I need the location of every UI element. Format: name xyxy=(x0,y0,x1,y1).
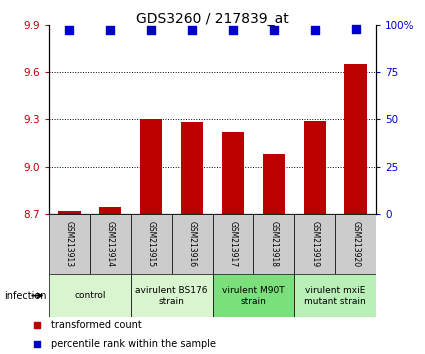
Bar xyxy=(49,274,131,317)
Text: avirulent BS176
strain: avirulent BS176 strain xyxy=(135,286,208,306)
Text: percentile rank within the sample: percentile rank within the sample xyxy=(51,339,215,349)
Point xyxy=(312,28,318,33)
Point xyxy=(352,26,359,32)
Bar xyxy=(212,274,294,317)
Bar xyxy=(263,154,285,214)
Text: GDS3260 / 217839_at: GDS3260 / 217839_at xyxy=(136,12,289,27)
Text: GSM213913: GSM213913 xyxy=(65,221,74,267)
Text: transformed count: transformed count xyxy=(51,320,142,330)
Bar xyxy=(131,274,212,317)
Point xyxy=(107,28,113,33)
Text: infection: infection xyxy=(4,291,47,301)
Text: GSM213917: GSM213917 xyxy=(229,221,238,267)
Bar xyxy=(181,122,203,214)
Text: virulent M90T
strain: virulent M90T strain xyxy=(222,286,285,306)
Bar xyxy=(344,64,367,214)
Point xyxy=(189,28,196,33)
Point xyxy=(66,28,73,33)
Bar xyxy=(99,207,122,214)
Point xyxy=(270,28,277,33)
Bar xyxy=(131,214,172,274)
Bar xyxy=(172,214,212,274)
Bar xyxy=(90,214,131,274)
Text: GSM213916: GSM213916 xyxy=(187,221,196,267)
Bar xyxy=(49,214,90,274)
Bar xyxy=(294,274,376,317)
Point xyxy=(34,322,40,327)
Bar xyxy=(253,214,294,274)
Bar xyxy=(222,132,244,214)
Point xyxy=(230,28,236,33)
Text: GSM213920: GSM213920 xyxy=(351,221,360,267)
Text: GSM213918: GSM213918 xyxy=(269,221,278,267)
Text: GSM213919: GSM213919 xyxy=(310,221,319,267)
Bar xyxy=(58,211,81,214)
Bar xyxy=(212,214,253,274)
Bar xyxy=(335,214,376,274)
Bar xyxy=(294,214,335,274)
Text: virulent mxiE
mutant strain: virulent mxiE mutant strain xyxy=(304,286,366,306)
Bar xyxy=(140,119,162,214)
Text: control: control xyxy=(74,291,105,300)
Text: GSM213914: GSM213914 xyxy=(106,221,115,267)
Text: GSM213915: GSM213915 xyxy=(147,221,156,267)
Bar xyxy=(303,121,326,214)
Point xyxy=(34,342,40,347)
Point xyxy=(148,28,155,33)
